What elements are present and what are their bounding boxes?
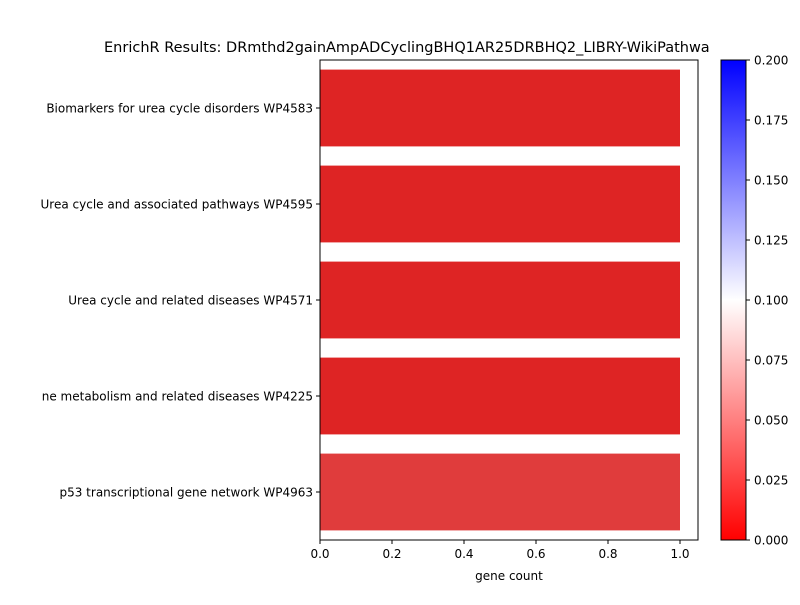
colorbar-tick-label: 0.000: [754, 534, 788, 548]
chart-title: EnrichR Results: DRmthd2gainAmpADCycling…: [104, 40, 710, 56]
x-tick-label: 0.0: [310, 547, 329, 561]
colorbar-tick-label: 0.175: [754, 114, 788, 128]
x-axis-label: gene count: [475, 569, 543, 583]
colorbar: 0.000 0.025 0.050 0.075 0.100 0.125 0.150 0.175…: [720, 54, 788, 548]
y-tick-label: p53 transcriptional gene network WP4963: [59, 486, 313, 500]
y-axis: Biomarkers for urea cycle disorders WP45…: [41, 102, 320, 500]
x-tick-label: 0.2: [382, 547, 401, 561]
colorbar-tick-label: 0.125: [754, 234, 788, 248]
y-tick-label: Urea cycle and associated pathways WP459…: [41, 198, 313, 212]
colorbar-tick-label: 0.150: [754, 174, 788, 188]
bar: [320, 357, 680, 435]
colorbar-tick-label: 0.075: [754, 354, 788, 368]
x-tick-label: 0.6: [526, 547, 545, 561]
colorbar-gradient: [720, 59, 747, 541]
colorbar-tick-label: 0.200: [754, 54, 788, 68]
x-tick-label: 0.8: [598, 547, 617, 561]
bar: [320, 69, 680, 147]
y-tick-label: Urea cycle and related diseases WP4571: [68, 294, 313, 308]
x-tick-label: 0.4: [454, 547, 473, 561]
bar: [320, 165, 680, 243]
colorbar-tick-label: 0.050: [754, 414, 788, 428]
y-tick-label: Biomarkers for urea cycle disorders WP45…: [46, 102, 313, 116]
x-axis: 0.0 0.2 0.4 0.6 0.8 1.0: [310, 540, 690, 561]
bar: [320, 261, 680, 339]
colorbar-tick-label: 0.025: [754, 474, 788, 488]
bars-layer: [320, 69, 680, 531]
colorbar-tick-label: 0.100: [754, 294, 788, 308]
bar: [320, 453, 680, 531]
y-tick-label: ne metabolism and related diseases WP422…: [42, 390, 313, 404]
x-tick-label: 1.0: [670, 547, 689, 561]
